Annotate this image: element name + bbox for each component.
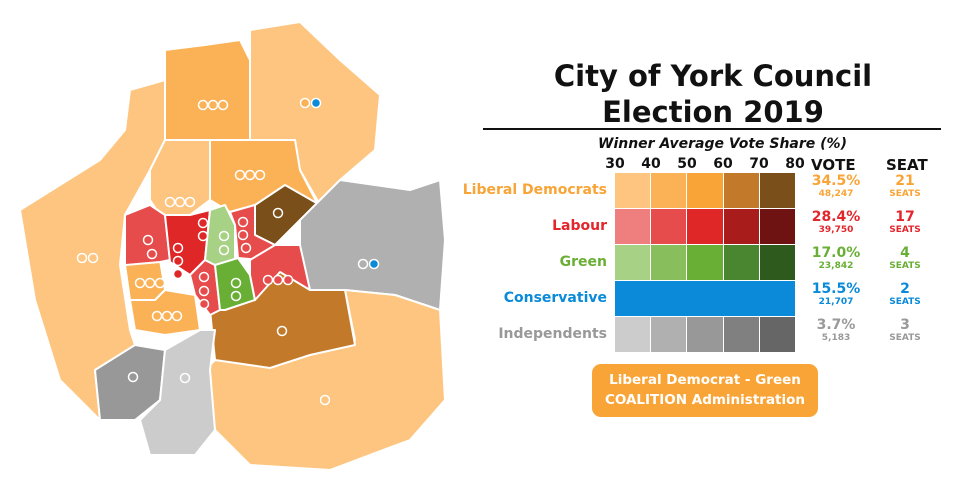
scale-cell bbox=[759, 209, 796, 244]
ward-haxby bbox=[164, 39, 251, 141]
scale-tick: 60 bbox=[713, 156, 733, 172]
vote-share-scale bbox=[615, 209, 796, 244]
ward-copmanthorpe bbox=[139, 329, 216, 456]
vote-share-scale bbox=[615, 317, 796, 352]
vote-share-scale bbox=[615, 281, 795, 316]
scale-cell bbox=[615, 209, 651, 244]
vote-percent: 3.7% bbox=[816, 317, 856, 333]
seat-count: 4 bbox=[900, 245, 910, 261]
vote-count: 23,842 bbox=[818, 261, 854, 271]
party-name: Liberal Democrats bbox=[462, 182, 607, 198]
scale-cell bbox=[615, 245, 651, 280]
seat-info: 21 SEATS bbox=[878, 174, 932, 200]
scale-tick: 40 bbox=[641, 156, 661, 172]
scale-cell bbox=[651, 245, 687, 280]
scale-cell bbox=[759, 173, 796, 208]
scale-cell bbox=[615, 281, 795, 316]
party-name: Green bbox=[559, 254, 607, 270]
vote-info: 15.5% 21,707 bbox=[808, 282, 864, 308]
party-name: Labour bbox=[552, 218, 607, 234]
scale-cell bbox=[723, 317, 759, 352]
seat-info: 3 SEATS bbox=[878, 318, 932, 344]
scale-cell bbox=[723, 173, 759, 208]
seat-count: 2 bbox=[900, 281, 910, 297]
title-line-2: Election 2019 bbox=[602, 95, 824, 129]
scale-title: Winner Average Vote Share (%) bbox=[598, 136, 847, 152]
scale-cell bbox=[651, 317, 687, 352]
vote-count: 39,750 bbox=[818, 225, 854, 235]
seat-dots bbox=[76, 97, 380, 406]
scale-cell bbox=[687, 245, 723, 280]
vote-share-scale bbox=[615, 173, 796, 208]
seat-label: SEATS bbox=[889, 297, 921, 307]
scale-cell bbox=[723, 245, 759, 280]
vote-percent: 28.4% bbox=[811, 209, 861, 225]
ward-skelton bbox=[149, 139, 211, 216]
seat-label: SEATS bbox=[889, 225, 921, 235]
coalition-line-2: COALITION Administration bbox=[604, 392, 806, 408]
title-divider bbox=[483, 128, 941, 130]
vote-info: 17.0% 23,842 bbox=[808, 246, 864, 272]
scale-cell bbox=[687, 173, 723, 208]
scale-cell bbox=[687, 209, 723, 244]
coalition-line-1: Liberal Democrat - Green bbox=[609, 372, 801, 388]
scale-tick: 70 bbox=[749, 156, 769, 172]
seat-count: 17 bbox=[895, 209, 915, 225]
scale-cell bbox=[687, 317, 723, 352]
coalition-badge: Liberal Democrat - Green COALITION Admin… bbox=[592, 364, 818, 417]
scale-cell bbox=[651, 209, 687, 244]
scale-cell bbox=[615, 173, 651, 208]
party-name: Independents bbox=[498, 326, 607, 342]
vote-percent: 15.5% bbox=[811, 281, 861, 297]
seat-header: SEAT bbox=[886, 156, 928, 174]
ward-map bbox=[19, 21, 446, 471]
party-name: Conservative bbox=[503, 290, 607, 306]
vote-info: 3.7% 5,183 bbox=[808, 318, 864, 344]
vote-info: 34.5% 48,247 bbox=[808, 174, 864, 200]
scale-cell bbox=[759, 317, 796, 352]
vote-percent: 34.5% bbox=[811, 173, 861, 189]
scale-cell bbox=[723, 209, 759, 244]
scale-tick: 30 bbox=[605, 156, 625, 172]
seat-info: 4 SEATS bbox=[878, 246, 932, 272]
title-line-1: City of York Council bbox=[553, 59, 873, 93]
scale-tick: 50 bbox=[677, 156, 697, 172]
vote-share-scale bbox=[615, 245, 796, 280]
vote-percent: 17.0% bbox=[811, 245, 861, 261]
vote-count: 21,707 bbox=[818, 297, 854, 307]
seat-label: SEATS bbox=[889, 261, 921, 271]
seat-info: 2 SEATS bbox=[878, 282, 932, 308]
vote-info: 28.4% 39,750 bbox=[808, 210, 864, 236]
vote-count: 48,247 bbox=[818, 189, 854, 199]
ward-hull-road bbox=[249, 244, 311, 301]
seat-count: 3 bbox=[900, 317, 910, 333]
vote-count: 5,183 bbox=[821, 333, 851, 343]
scale-cell bbox=[759, 245, 796, 280]
vote-header: VOTE bbox=[811, 156, 856, 174]
seat-count: 21 bbox=[895, 173, 915, 189]
seat-label: SEATS bbox=[889, 333, 921, 343]
scale-cell bbox=[651, 173, 687, 208]
seat-info: 17 SEATS bbox=[878, 210, 932, 236]
seat-label: SEATS bbox=[889, 189, 921, 199]
scale-tick: 80 bbox=[785, 156, 805, 172]
scale-cell bbox=[615, 317, 651, 352]
